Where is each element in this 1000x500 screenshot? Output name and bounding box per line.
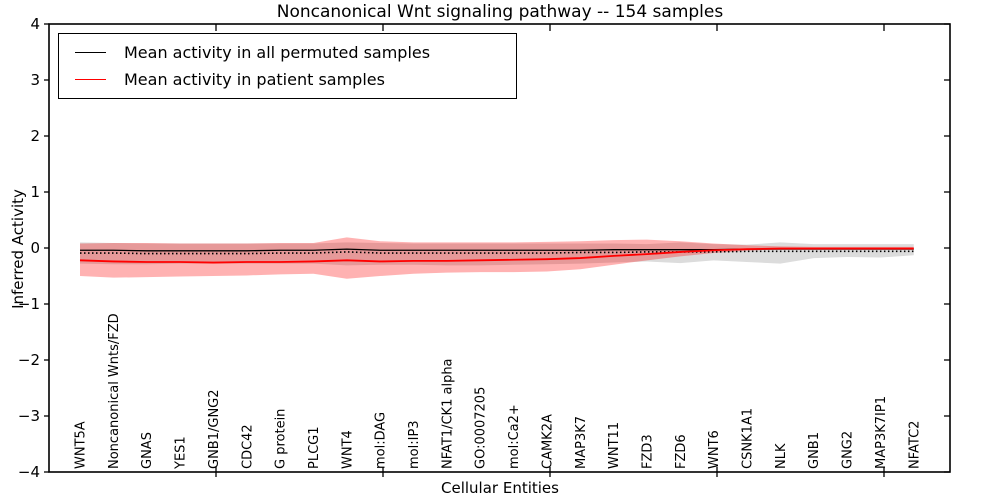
y-axis-label: Inferred Activity [9,189,27,309]
x-category-label: NFATC2 [907,421,922,469]
y-tick-label: 1 [30,183,40,201]
x-category-label: GNAS [140,432,155,469]
x-category-label: FZD6 [674,434,689,469]
legend-label-patient: Mean activity in patient samples [124,70,385,90]
x-category-label: CDC42 [240,424,255,469]
x-category-label: mol:DAG [374,412,389,469]
x-category-label: WNT4 [340,430,355,469]
y-tick-label: −4 [18,463,40,481]
y-tick-label: 2 [30,127,40,145]
x-category-label: GO:0007205 [474,387,489,469]
chart-title: Noncanonical Wnt signaling pathway -- 15… [276,2,724,22]
x-category-label: YES1 [174,436,189,470]
legend-line-black-icon [75,51,106,53]
x-category-label: GNG2 [841,431,856,469]
x-category-label: NFAT1/CK1 alpha [440,358,455,469]
x-category-label: GNB1 [807,432,822,469]
x-category-label: WNT11 [607,422,622,469]
x-category-label: GNB1/GNG2 [207,389,222,469]
legend-item-permuted: Mean activity in all permuted samples [59,43,516,62]
permuted-samples-band [80,242,914,266]
legend-item-patient: Mean activity in patient samples [59,70,516,89]
y-tick-label: 4 [30,15,40,33]
y-tick-label: −3 [18,407,40,425]
legend-line-red-icon [75,79,106,81]
y-tick-label: −2 [18,351,40,369]
x-category-label: Noncanonical Wnts/FZD [107,313,122,469]
x-category-label: mol:IP3 [407,420,422,469]
series-line-patient [79,247,914,264]
series-line-dotted [80,250,914,255]
x-category-label: PLCG1 [307,426,322,469]
x-axis-label: Cellular Entities [441,479,559,497]
x-category-label: WNT6 [707,430,722,469]
legend-box: Mean activity in all permuted samples Me… [58,33,517,99]
legend-label-permuted: Mean activity in all permuted samples [124,42,431,62]
x-category-label: MAP3K7 [574,416,589,469]
x-category-label: FZD3 [640,434,655,469]
x-category-label: G protein [274,409,289,469]
patient-samples-band [80,237,914,279]
y-tick-label: −1 [18,295,40,313]
x-category-label: MAP3K7IP1 [874,396,889,469]
x-category-label: NLK [774,443,789,469]
y-tick-label: 3 [30,71,40,89]
x-category-label: WNT5A [74,421,89,469]
x-category-label: CSNK1A1 [741,408,756,469]
x-category-label: CAMK2A [540,414,555,469]
x-category-label: mol:Ca2+ [507,404,522,469]
y-tick-label: 0 [30,239,40,257]
